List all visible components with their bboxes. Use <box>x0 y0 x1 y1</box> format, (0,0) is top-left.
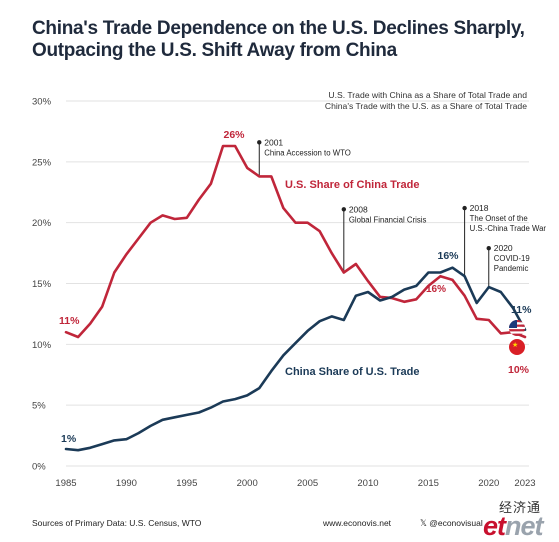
source-note: Sources of Primary Data: U.S. Census, WT… <box>32 518 202 528</box>
y-tick-label: 5% <box>32 401 46 412</box>
us-flag-icon <box>509 320 525 336</box>
subtitle-line-2: China's Trade with the U.S. as a Share o… <box>324 101 527 111</box>
y-tick-label: 0% <box>32 462 46 473</box>
annotation-text: Pandemic <box>494 264 529 273</box>
y-tick-label: 10% <box>32 340 52 351</box>
svg-text:★: ★ <box>512 341 518 349</box>
x-tick-label: 2005 <box>297 478 318 489</box>
us-share-of-china-trade-line <box>64 144 527 339</box>
etnet-logo: 经济通 etnet <box>483 500 559 542</box>
annotation-year: 2008 <box>349 204 368 214</box>
annotation-year: 2020 <box>494 243 513 253</box>
x-tick-label: 2000 <box>237 478 258 489</box>
data-label-red-start: 11% <box>59 315 80 327</box>
chart-subtitle: U.S. Trade with China as a Share of Tota… <box>267 90 527 112</box>
data-label-blue-start: 1% <box>61 433 77 445</box>
title-line-1: China's Trade Dependence on the U.S. Dec… <box>32 18 525 39</box>
x-tick-label: 1995 <box>176 478 197 489</box>
annotation-dot <box>341 207 347 212</box>
y-tick-label: 15% <box>32 279 52 290</box>
annotation-text: Global Financial Crisis <box>349 215 427 224</box>
x-tick-label: 1985 <box>55 478 76 489</box>
logo-brand-et: et <box>483 511 506 541</box>
data-label-red-end: 10% <box>508 364 530 376</box>
china-flag-icon: ★ <box>509 339 525 355</box>
data-label-red-peak: 26% <box>223 129 245 141</box>
social-handle-text: @econovisual <box>429 518 483 528</box>
x-icon: 𝕏 <box>420 518 430 528</box>
data-label-blue-peak: 16% <box>437 250 459 262</box>
annotation-dot <box>257 140 262 145</box>
logo-chinese-text: 经济通 <box>499 500 542 515</box>
data-label-red-2016: 16% <box>426 284 446 295</box>
website-link[interactable]: www.econovis.net <box>323 518 392 528</box>
x-tick-label: 1990 <box>116 478 137 489</box>
social-handle[interactable]: 𝕏 @econovisual <box>420 518 483 529</box>
china-share-of-us-trade-line <box>64 266 527 452</box>
annotation-text: The Onset of the <box>470 214 528 223</box>
chart-title: China's Trade Dependence on the U.S. Dec… <box>32 18 532 62</box>
annotation-year: 2001 <box>264 137 283 147</box>
data-label-blue-end: 11% <box>511 304 532 316</box>
annotation-dot <box>486 246 491 251</box>
x-tick-label: 2023 <box>514 478 535 489</box>
y-tick-label: 20% <box>32 218 52 229</box>
x-tick-label: 2015 <box>418 478 439 489</box>
logo-brand-net: net <box>505 511 543 541</box>
series-label-china-share: China Share of U.S. Trade <box>285 366 419 378</box>
logo-brand: etnet <box>483 511 544 542</box>
x-tick-label: 2010 <box>357 478 378 489</box>
annotation-dot <box>462 205 467 211</box>
y-tick-label: 25% <box>32 157 52 168</box>
y-tick-label: 30% <box>32 97 52 108</box>
annotation-year: 2018 <box>470 203 489 213</box>
annotation-text: U.S.-China Trade War <box>470 224 547 233</box>
title-line-2: Outpacing the U.S. Shift Away from China <box>32 40 397 61</box>
subtitle-line-1: U.S. Trade with China as a Share of Tota… <box>328 90 527 100</box>
annotation-text: China Accession to WTO <box>264 148 351 157</box>
series-label-us-share: U.S. Share of China Trade <box>285 179 419 191</box>
x-tick-label: 2020 <box>478 478 499 489</box>
annotation-text: COVID-19 <box>494 254 530 263</box>
